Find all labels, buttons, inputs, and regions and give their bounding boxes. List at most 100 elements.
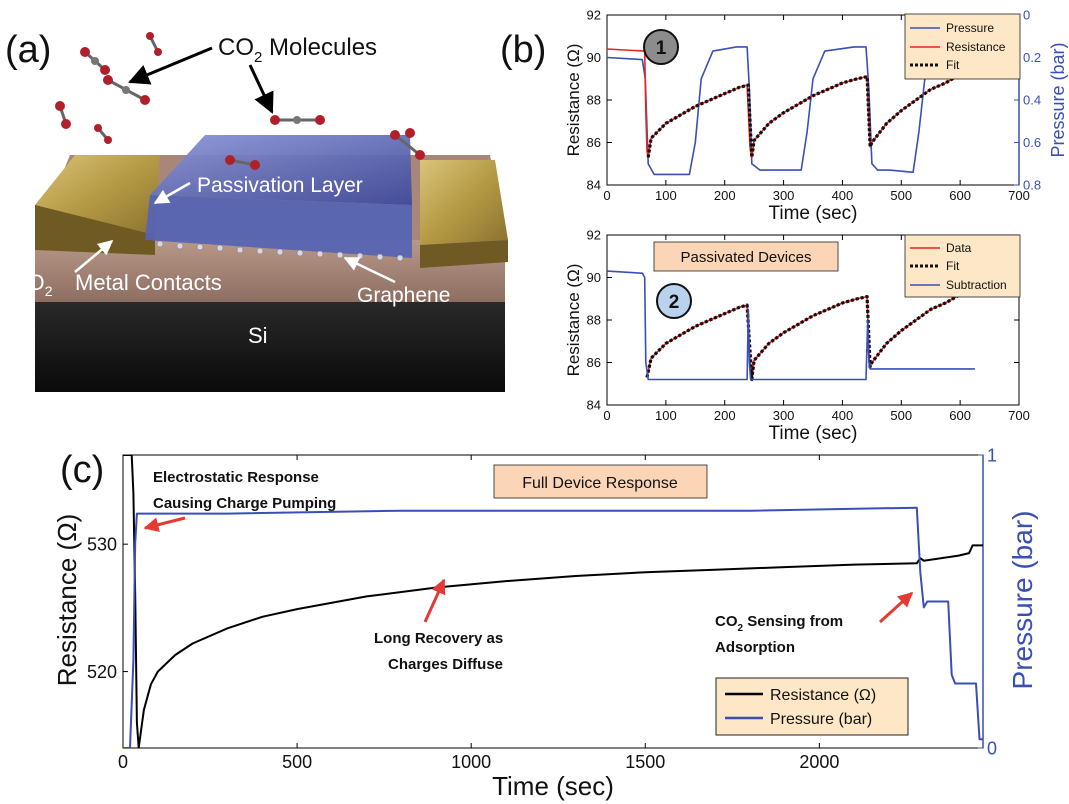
co2-arrow-1 — [128, 46, 213, 85]
y-tick-label: 90 — [587, 270, 601, 285]
marker-badge-b2: 2 — [656, 283, 692, 319]
legend-entry-c-0: Resistance (Ω) — [770, 687, 876, 704]
passivation-top — [150, 135, 412, 205]
x-tick-label: 600 — [949, 188, 971, 203]
si-substrate-front — [35, 300, 505, 392]
series-line-pressure — [607, 46, 961, 176]
y-tick-label: 90 — [587, 50, 601, 65]
callout-c: Full Device Response — [493, 464, 708, 499]
metal-contact-right-front — [420, 240, 508, 268]
y2-tick-label: 0.6 — [1023, 135, 1041, 150]
x-tick-label: 0 — [118, 752, 128, 772]
legend-entry-b2-0: Data — [946, 241, 972, 255]
y-axis-label-c: Resistance (Ω) — [52, 514, 82, 687]
x-axis-label-b1: Time (sec) — [768, 203, 857, 224]
y-tick-label: 84 — [587, 398, 601, 413]
annotation-co2-sensing: CO2 Sensing from Adsorption — [715, 591, 914, 656]
chart-b2: 0 100 200 300 400 500 600 700 84 86 88 90 92 Time (s… — [564, 228, 1030, 444]
chart-c: 0 500 1000 1500 2000 520 530 0 1 Time (sec) Resi… — [52, 445, 1038, 801]
metal-contact-right — [420, 160, 508, 245]
y-tick-label: 520 — [87, 662, 117, 682]
panel-label-c: (c) — [60, 449, 104, 491]
annotation-long-recovery-line1: Long Recovery as — [374, 630, 503, 647]
metal-contacts-label: Metal Contacts — [75, 270, 222, 295]
ticks-c: 0 500 1000 1500 2000 520 530 0 1 — [87, 445, 997, 772]
series-line-resistance — [123, 455, 983, 748]
y2-tick-label: 0.4 — [1023, 93, 1041, 108]
co2-molecule — [270, 115, 325, 125]
annotation-electrostatic-arrow — [143, 516, 186, 533]
y-tick-label: 530 — [87, 534, 117, 554]
ticks-b2: 0 100 200 300 400 500 600 700 84 86 88 90 92 — [587, 228, 1030, 423]
graphene-label: Graphene — [357, 284, 450, 307]
legend-b1: Pressure Resistance Fit — [904, 13, 1021, 80]
legend-entry-c-1: Pressure (bar) — [770, 711, 872, 728]
series-b1 — [607, 46, 961, 176]
y2-tick-label: 1 — [987, 445, 997, 465]
co2-molecule — [80, 47, 110, 75]
annotation-co2-sensing-arrow — [878, 591, 914, 624]
legend-entry-b1-0: Pressure — [946, 21, 994, 35]
series-c — [123, 455, 983, 748]
marker-badge-b1-text: 1 — [656, 38, 667, 59]
y-axis-label-b1: Resistance (Ω) — [564, 44, 583, 157]
x-tick-label: 500 — [890, 188, 912, 203]
annotation-long-recovery-arrow — [423, 578, 446, 623]
y-axis-label-b2: Resistance (Ω) — [564, 264, 583, 377]
co2-molecule — [94, 124, 112, 144]
y-tick-label: 84 — [587, 178, 601, 193]
co2-molecule — [225, 155, 260, 170]
x-tick-label: 200 — [714, 408, 736, 423]
legend-entry-b2-2: Subtraction — [946, 278, 1007, 292]
ticks-b1: 0 100 200 300 400 500 600 700 84 86 88 90 92 0.8 0.6 0.… — [587, 8, 1042, 203]
x-tick-label: 0 — [603, 408, 610, 423]
series-line-subtraction — [607, 270, 975, 381]
y-tick-label: 92 — [587, 8, 601, 23]
legend-b2: Data Fit Subtraction — [904, 234, 1021, 298]
y2-axis-label-c: Pressure (bar) — [1007, 511, 1038, 690]
y-tick-label: 92 — [587, 228, 601, 243]
series-line-fit — [646, 73, 961, 159]
co2-molecule — [103, 75, 150, 105]
metal-arrow — [74, 240, 114, 273]
co2-arrow-2 — [248, 64, 274, 114]
si-label: Si — [248, 323, 268, 348]
sio2-label: SiO2 — [8, 270, 53, 299]
x-tick-label: 1000 — [451, 752, 491, 772]
annotation-electrostatic-line1: Electrostatic Response — [153, 469, 319, 486]
chart-b1: 0 100 200 300 400 500 600 700 84 86 88 90 92 0.8 0.6 0.… — [564, 8, 1068, 224]
series-line-fit — [645, 293, 961, 382]
x-tick-label: 0 — [603, 188, 610, 203]
annotation-electrostatic-line2: Causing Charge Pumping — [153, 495, 336, 512]
co2-molecules — [55, 32, 425, 170]
y-tick-label: 88 — [587, 313, 601, 328]
y-tick-label: 86 — [587, 135, 601, 150]
x-tick-label: 2000 — [799, 752, 839, 772]
callout-c-text: Full Device Response — [522, 475, 678, 492]
passivation-front — [145, 195, 412, 258]
metal-contact-left-front — [35, 205, 155, 255]
x-tick-label: 300 — [773, 408, 795, 423]
y2-tick-label: 0 — [987, 738, 997, 758]
callout-b2: Passivated Devices — [653, 241, 839, 272]
panel-label-b: (b) — [500, 29, 546, 71]
x-tick-label: 100 — [655, 408, 677, 423]
x-axis-label-b2: Time (sec) — [768, 423, 857, 444]
annotation-co2-sensing-line2: Adsorption — [715, 639, 795, 656]
annotation-long-recovery: Long Recovery as Charges Diffuse — [374, 578, 503, 673]
y-tick-label: 88 — [587, 93, 601, 108]
y2-axis-label-b1: Pressure (bar) — [1048, 42, 1068, 157]
x-tick-label: 500 — [282, 752, 312, 772]
y2-tick-label: 0.8 — [1023, 178, 1041, 193]
x-tick-label: 1500 — [625, 752, 665, 772]
x-tick-label: 400 — [832, 188, 854, 203]
co2-molecules-label: CO2 Molecules — [218, 34, 377, 66]
legend-entry-b1-1: Resistance — [946, 40, 1006, 54]
callout-b2-text: Passivated Devices — [681, 249, 812, 266]
panel-a: (a) — [5, 29, 508, 392]
y-tick-label: 86 — [587, 355, 601, 370]
x-tick-label: 400 — [832, 408, 854, 423]
annotation-long-recovery-line2: Charges Diffuse — [388, 656, 503, 673]
passivation-arrow — [153, 181, 191, 205]
